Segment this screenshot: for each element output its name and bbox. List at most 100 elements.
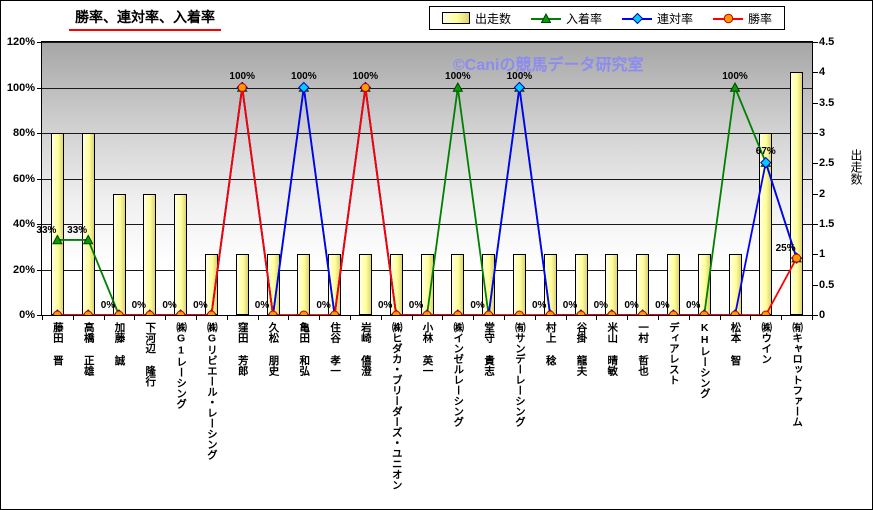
right-axis-tickmark: [813, 72, 818, 74]
left-axis-tick-label: 120%: [6, 36, 35, 48]
category-label: 米山 晴敏: [606, 322, 619, 376]
point-label: 100%: [506, 70, 533, 82]
marker-win-rate: [83, 310, 93, 315]
right-axis-tickmark: [813, 284, 818, 286]
category-label: 藤田 晋: [51, 322, 64, 366]
right-axis-title: 出走数: [849, 149, 863, 185]
point-label: 0%: [531, 300, 547, 311]
marker-quinella-rate: [760, 156, 772, 169]
left-axis-tick-label: 20%: [12, 263, 35, 276]
right-axis-tickmark: [813, 254, 818, 256]
line-quinella-rate: [57, 87, 798, 315]
triangle-marker-icon: [541, 12, 552, 23]
diamond-marker-icon: [632, 12, 644, 24]
category-label: ㈲キャロットファーム: [791, 322, 804, 427]
category-label: 久松 朋史: [267, 322, 280, 376]
right-axis-tick-label: 3: [819, 127, 826, 139]
right-axis-tickmark: [813, 224, 818, 225]
right-axis-tickmark: [813, 133, 818, 134]
point-label: 0%: [408, 300, 424, 311]
point-label: 0%: [685, 300, 701, 311]
marker-win-rate: [761, 310, 771, 315]
marker-win-rate: [699, 310, 709, 315]
category-label: 小林 英一: [421, 322, 434, 376]
marker-win-rate: [176, 310, 186, 315]
left-axis-tick-label: 80%: [12, 127, 35, 139]
x-axis-tickmark: [319, 316, 321, 320]
point-label: 0%: [193, 300, 208, 311]
point-label: 25%: [775, 243, 796, 255]
category-label: KHレーシング: [698, 322, 711, 399]
marker-win-rate: [206, 310, 216, 315]
right-axis-tickmark: [813, 315, 818, 316]
category-label: ㈲サンデーレーシング: [513, 322, 526, 427]
category-label: 住谷 孝一: [329, 322, 342, 376]
marker-win-rate: [638, 310, 648, 315]
category-label: 高橋 正雄: [82, 322, 95, 376]
right-axis-tick-label: 1: [819, 248, 826, 261]
grid-line: [42, 178, 812, 180]
x-axis-tickmark: [473, 316, 475, 320]
legend-item-starts: 出走数: [442, 10, 511, 27]
right-axis-tickmark: [813, 42, 818, 43]
x-axis-tickmark: [196, 316, 197, 320]
bar-swatch-icon: [442, 12, 470, 24]
category-label: 谷掛 龍夫: [575, 322, 588, 376]
left-axis-tick-label: 40%: [12, 218, 35, 230]
marker-win-rate: [545, 310, 555, 315]
point-label: 0%: [254, 300, 270, 311]
marker-win-rate: [52, 310, 62, 315]
point-label: 100%: [445, 70, 471, 82]
legend-label-win-rate: 勝率: [748, 11, 773, 26]
bar-starts: [790, 72, 804, 315]
x-axis-tickmark: [411, 316, 413, 320]
win-rate-line-icon: [713, 13, 744, 24]
left-axis-tick-label: 60%: [12, 172, 35, 185]
x-axis-tickmark: [72, 316, 74, 320]
marker-win-rate: [360, 83, 370, 92]
x-axis-tickmark: [42, 316, 43, 320]
bar-starts: [235, 254, 249, 315]
legend-item-quinella-rate: 連対率: [622, 10, 693, 27]
marker-win-rate: [792, 253, 802, 263]
marker-win-rate: [268, 310, 278, 315]
category-label: 岩崎 僖澄: [359, 322, 372, 376]
marker-place-rate: [452, 81, 464, 92]
category-label: 下河辺 隆行: [144, 322, 157, 387]
marker-quinella-rate: [513, 81, 526, 94]
point-label: 0%: [655, 300, 670, 311]
x-axis-tickmark: [534, 316, 536, 320]
right-axis-tick-label: 4.5: [819, 36, 835, 48]
bar-starts: [358, 254, 372, 315]
legend-label-quinella-rate: 連対率: [657, 11, 694, 26]
point-label: 0%: [162, 300, 177, 311]
category-label: 一村 哲也: [637, 322, 650, 376]
right-axis-tick-label: 3.5: [819, 96, 835, 109]
marker-win-rate: [453, 310, 463, 315]
marker-win-rate: [330, 310, 340, 315]
left-axis-tickmark: [37, 224, 42, 225]
x-axis-tickmark: [380, 316, 382, 320]
x-axis-tickmark: [504, 316, 505, 320]
grid-line: [42, 133, 812, 134]
marker-win-rate: [422, 310, 432, 315]
plot-area: 33% 33% 0% 0% 0% 0% 100% 0% 100% 0% 100% 0% 0% 100% 0%…: [36, 41, 813, 316]
category-label: 村上 稔: [544, 322, 557, 366]
marker-win-rate: [514, 310, 524, 315]
right-axis-tickmark: [813, 163, 818, 165]
line-win-rate: [57, 87, 798, 315]
category-label: 加藤 誠: [113, 322, 126, 366]
right-axis-tick-label: 0.5: [819, 278, 835, 291]
point-label: 100%: [352, 70, 379, 82]
grid-line: [42, 42, 812, 43]
category-label: ㈱Gリビエール・レーシング: [205, 322, 218, 460]
category-label: ディアレスト: [667, 322, 680, 385]
x-axis-tickmark: [226, 316, 228, 320]
left-axis-tickmark: [37, 42, 42, 43]
x-axis-tickmark: [812, 316, 813, 320]
point-label: 33%: [67, 224, 88, 236]
left-axis-tickmark: [37, 178, 42, 180]
legend: 出走数 入着率 連対率 勝率: [429, 6, 786, 30]
x-axis-tickmark: [134, 316, 136, 320]
point-label: 0%: [562, 300, 578, 311]
